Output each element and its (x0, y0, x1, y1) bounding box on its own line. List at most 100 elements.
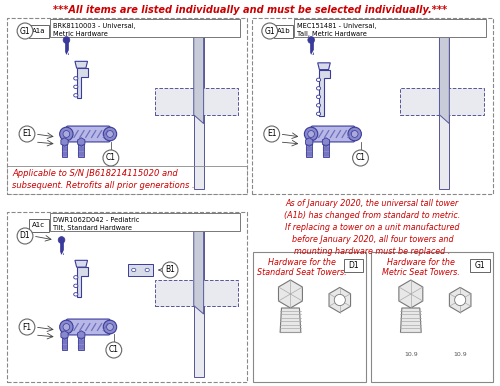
Bar (8, 18, 247, 194)
Circle shape (264, 126, 280, 142)
Bar (294, 19, 486, 37)
Text: C1: C1 (106, 154, 116, 163)
Circle shape (19, 319, 35, 335)
Polygon shape (194, 217, 203, 377)
Text: A1a: A1a (32, 28, 46, 34)
Text: A1c: A1c (32, 222, 46, 228)
Circle shape (63, 130, 70, 137)
Polygon shape (194, 217, 203, 314)
Bar (310, 40, 313, 54)
Polygon shape (440, 23, 450, 189)
Polygon shape (280, 308, 301, 332)
Polygon shape (76, 68, 88, 98)
Text: 10.9: 10.9 (404, 352, 417, 357)
Circle shape (348, 127, 362, 141)
Circle shape (104, 320, 117, 334)
Polygon shape (75, 260, 88, 267)
Polygon shape (278, 280, 302, 308)
Circle shape (63, 323, 70, 330)
Circle shape (308, 37, 314, 43)
Polygon shape (318, 63, 330, 69)
Circle shape (308, 130, 314, 137)
Bar (78, 142, 84, 157)
Text: If replacing a tower on a unit manufactured: If replacing a tower on a unit manufactu… (285, 223, 460, 232)
Text: Tall, Metric Hardware: Tall, Metric Hardware (298, 31, 367, 37)
Circle shape (106, 342, 122, 358)
Text: 10.9: 10.9 (454, 352, 467, 357)
Circle shape (352, 150, 368, 166)
Polygon shape (194, 23, 203, 124)
Circle shape (454, 295, 466, 306)
Polygon shape (156, 88, 238, 115)
Ellipse shape (316, 103, 320, 107)
Text: C1: C1 (356, 154, 366, 163)
Bar (62, 335, 68, 350)
Text: BRK8110003 - Universal,: BRK8110003 - Universal, (52, 23, 136, 29)
Circle shape (17, 228, 33, 244)
Bar (56, 222, 156, 302)
Text: G1: G1 (20, 27, 30, 36)
Ellipse shape (316, 95, 320, 98)
Circle shape (262, 23, 278, 39)
Polygon shape (194, 23, 203, 189)
Circle shape (17, 23, 33, 39)
Ellipse shape (316, 86, 320, 90)
Text: G1: G1 (264, 27, 275, 36)
Text: MEC151481 - Universal,: MEC151481 - Universal, (298, 23, 376, 29)
Bar (62, 142, 68, 157)
Circle shape (352, 130, 358, 137)
Text: Hardware for the: Hardware for the (268, 258, 336, 267)
Polygon shape (75, 61, 88, 68)
Bar (253, 252, 366, 382)
Text: C1: C1 (109, 345, 119, 354)
Ellipse shape (74, 85, 78, 88)
Circle shape (58, 237, 65, 244)
Ellipse shape (316, 112, 320, 115)
Circle shape (334, 295, 345, 306)
Circle shape (63, 37, 70, 43)
Bar (252, 18, 492, 194)
Ellipse shape (74, 284, 78, 288)
Bar (300, 29, 383, 124)
Circle shape (19, 126, 35, 142)
Text: DWR1062D042 - Pediatric: DWR1062D042 - Pediatric (52, 217, 139, 223)
FancyBboxPatch shape (128, 264, 153, 276)
Text: D1: D1 (20, 232, 30, 240)
Bar (50, 19, 240, 37)
Polygon shape (400, 88, 484, 115)
Bar (8, 212, 247, 382)
Text: Standard Seat Towers.: Standard Seat Towers. (258, 268, 347, 277)
Ellipse shape (316, 78, 320, 81)
Polygon shape (320, 69, 330, 116)
Text: E1: E1 (267, 129, 276, 139)
Bar (323, 142, 329, 157)
Text: B1: B1 (165, 266, 175, 274)
Bar (56, 39, 146, 114)
Text: D1: D1 (348, 261, 359, 269)
Text: G1: G1 (474, 261, 485, 269)
Circle shape (106, 323, 114, 330)
Text: Metric Hardware: Metric Hardware (52, 31, 108, 37)
Bar (306, 142, 312, 157)
Circle shape (103, 150, 119, 166)
FancyBboxPatch shape (311, 126, 355, 142)
Circle shape (60, 127, 73, 141)
Text: Metric Seat Towers.: Metric Seat Towers. (382, 268, 460, 277)
Text: subsequent. Retrofits all prior generations .: subsequent. Retrofits all prior generati… (12, 181, 195, 190)
Polygon shape (399, 280, 423, 308)
Circle shape (60, 320, 73, 334)
Bar (344, 259, 363, 271)
Ellipse shape (74, 293, 78, 296)
Polygon shape (400, 308, 421, 332)
Polygon shape (450, 288, 471, 313)
Polygon shape (440, 23, 450, 124)
FancyBboxPatch shape (66, 126, 110, 142)
Ellipse shape (74, 94, 78, 97)
Circle shape (104, 127, 117, 141)
Polygon shape (329, 288, 350, 313)
Polygon shape (156, 280, 238, 305)
Ellipse shape (74, 77, 78, 80)
Text: Tilt, Standard Hardware: Tilt, Standard Hardware (52, 225, 132, 231)
Text: A1b: A1b (276, 28, 290, 34)
Text: mounting hardware must be replaced .: mounting hardware must be replaced . (294, 247, 450, 256)
